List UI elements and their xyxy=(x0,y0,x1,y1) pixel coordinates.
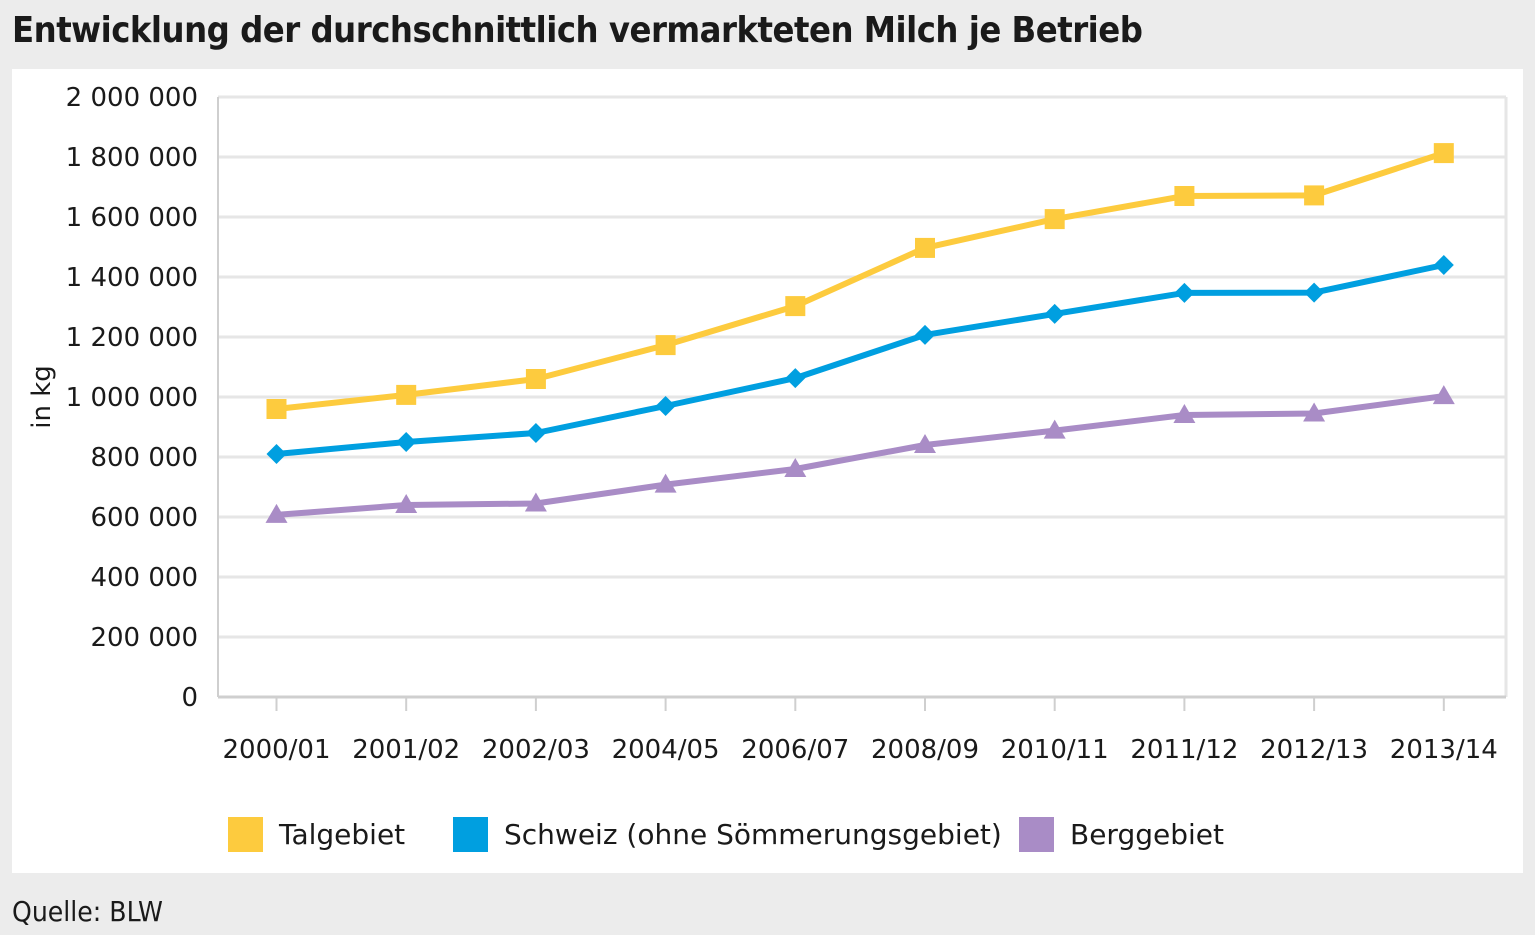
y-tick-label: 1 000 000 xyxy=(66,383,198,413)
legend-swatch xyxy=(453,817,488,852)
data-point-square xyxy=(655,335,676,356)
y-tick-label: 600 000 xyxy=(90,503,198,533)
data-point-diamond xyxy=(266,444,287,464)
data-point-square xyxy=(1174,186,1195,206)
x-tick-label: 2012/13 xyxy=(1260,735,1368,765)
data-point-square xyxy=(785,296,806,317)
legend-swatch xyxy=(1019,817,1054,852)
data-point-square xyxy=(1433,143,1454,164)
series-schweiz xyxy=(266,255,1454,464)
data-point-diamond xyxy=(396,432,417,452)
x-tick-label: 2008/09 xyxy=(871,735,979,765)
data-point-diamond xyxy=(785,368,806,389)
series-berggebiet xyxy=(265,385,1455,523)
y-axis-label: in kg xyxy=(27,365,57,429)
data-point-triangle xyxy=(654,473,677,493)
y-tick-label: 1 800 000 xyxy=(66,143,198,173)
legend-item-schweiz[interactable]: Schweiz (ohne Sömmerungsgebiet) xyxy=(453,817,1002,852)
y-tick-label: 1 200 000 xyxy=(66,323,198,353)
data-point-triangle xyxy=(395,494,418,513)
data-point-square xyxy=(1304,185,1325,206)
series-line xyxy=(276,262,1445,457)
series-talgebiet xyxy=(266,143,1454,419)
x-axis-ticks: 2000/01 2001/02 2002/03 2004/05 2006/07 2008/… xyxy=(222,697,1498,765)
x-tick-label: 2010/11 xyxy=(1001,735,1109,765)
legend-label: Talgebiet xyxy=(278,818,405,851)
x-tick-label: 2006/07 xyxy=(741,735,849,765)
chart-panel: 0 200 000 400 000 600 000 800 000 1 000 000 1 … xyxy=(12,69,1523,873)
source-note: Quelle: BLW xyxy=(12,895,163,928)
legend[interactable]: Talgebiet Schweiz (ohne Sömmerungsgebiet)… xyxy=(228,817,1224,852)
axes xyxy=(217,97,1508,699)
x-tick-label: 2000/01 xyxy=(222,735,330,765)
data-point-diamond xyxy=(1044,303,1065,324)
series-group xyxy=(265,143,1455,523)
legend-swatch xyxy=(228,817,263,852)
data-point-triangle xyxy=(1173,404,1196,423)
x-tick-label: 2013/14 xyxy=(1390,735,1498,765)
data-point-square xyxy=(396,384,417,405)
series-line xyxy=(276,150,1445,412)
data-point-square xyxy=(266,399,287,419)
x-tick-label: 2011/12 xyxy=(1130,735,1238,765)
data-point-triangle xyxy=(914,434,936,453)
data-point-triangle xyxy=(784,458,807,477)
legend-label: Berggebiet xyxy=(1070,818,1224,851)
y-tick-label: 0 xyxy=(181,683,198,713)
data-point-diamond xyxy=(1174,282,1195,303)
data-point-triangle xyxy=(524,492,547,512)
line-chart: 0 200 000 400 000 600 000 800 000 1 000 000 1 … xyxy=(27,83,1508,852)
x-tick-label: 2001/02 xyxy=(352,735,460,765)
data-point-triangle xyxy=(1043,419,1066,439)
data-point-triangle xyxy=(1303,402,1326,422)
chart-title: Entwicklung der durchschnittlich vermark… xyxy=(12,10,1143,51)
series-line xyxy=(276,393,1445,518)
legend-item-berggebiet[interactable]: Berggebiet xyxy=(1019,817,1224,852)
data-point-diamond xyxy=(525,423,546,443)
y-tick-label: 2 000 000 xyxy=(66,83,198,113)
data-point-square xyxy=(1044,209,1065,230)
x-tick-label: 2002/03 xyxy=(482,735,590,765)
data-point-square xyxy=(525,369,546,389)
y-tick-label: 800 000 xyxy=(90,443,198,473)
legend-item-talgebiet[interactable]: Talgebiet xyxy=(228,817,405,852)
legend-label: Schweiz (ohne Sömmerungsgebiet) xyxy=(504,818,1002,851)
y-tick-label: 200 000 xyxy=(90,623,198,653)
data-point-diamond xyxy=(1433,255,1454,275)
data-point-triangle xyxy=(265,503,288,523)
y-tick-label: 400 000 xyxy=(90,563,198,593)
data-point-diamond xyxy=(655,396,676,416)
x-tick-label: 2004/05 xyxy=(612,735,720,765)
y-tick-label: 1 600 000 xyxy=(66,203,198,233)
data-point-diamond xyxy=(915,324,935,345)
data-point-square xyxy=(915,237,935,258)
y-tick-label: 1 400 000 xyxy=(66,263,198,293)
data-point-triangle xyxy=(1432,385,1455,405)
data-point-diamond xyxy=(1304,282,1325,303)
y-axis-ticks: 0 200 000 400 000 600 000 800 000 1 000 000 1 … xyxy=(66,83,198,713)
